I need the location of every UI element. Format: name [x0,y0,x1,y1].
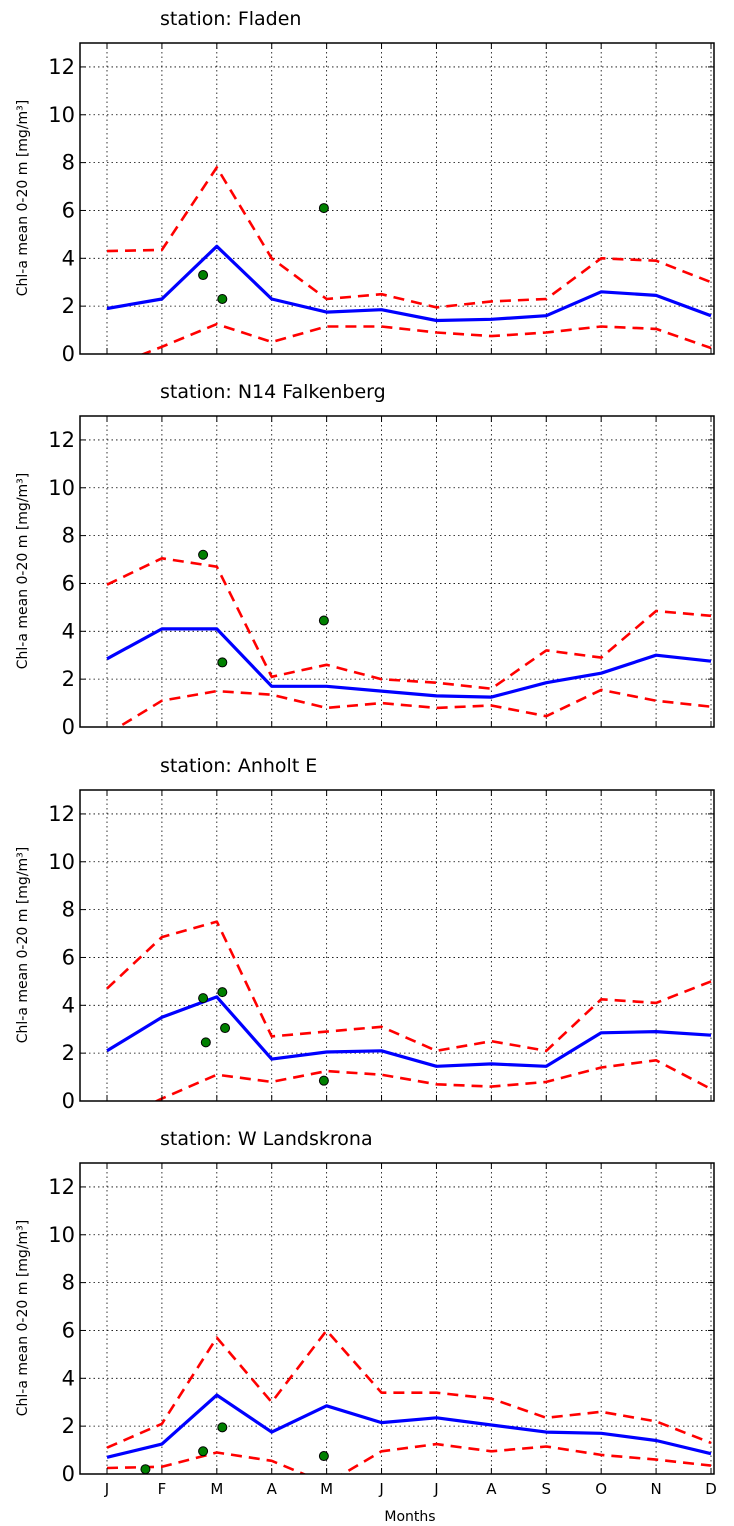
plot-data [106,166,712,354]
y-tick-label: 0 [62,342,75,366]
series-line-upper [106,920,712,1053]
y-tick-label: 12 [48,1175,75,1199]
y-tick-label: 4 [62,1366,75,1390]
y-tick-label: 6 [62,571,75,595]
x-tick-label: A [486,1480,497,1498]
y-axis-label: Chl-a mean 0-20 m [mg/m³] [15,473,31,670]
y-tick-label: 4 [62,993,75,1017]
y-axis-label: Chl-a mean 0-20 m [mg/m³] [15,100,31,297]
observation-point [200,1037,211,1048]
series-line-lower [153,1059,712,1101]
observation-point [198,270,209,281]
y-tick-label: 2 [62,1041,75,1065]
observation-point [198,1446,209,1457]
observation-point [198,549,209,560]
x-tick-label: D [705,1480,717,1498]
series-line-upper [106,166,712,309]
series-line-upper [106,1329,712,1449]
panel-title: station: Fladen [160,8,301,30]
observation-point [198,993,209,1004]
observation-point [318,203,329,214]
y-tick-label: 6 [62,945,75,969]
observation-point [217,1422,228,1433]
y-tick-label: 0 [62,715,75,739]
series-line-mean [106,244,712,323]
panel-3: station: W Landskrona Chl-a mean 0-20 m … [15,1128,717,1525]
y-tick-label: 6 [62,1318,75,1342]
panel-title: station: N14 Falkenberg [160,381,386,403]
grid-lines [80,43,714,355]
tick-marks: J F M A M J J A S O N D 0 2 4 6 8 10 12 [48,1163,717,1498]
plot-data [106,920,712,1101]
series-line-lower [116,688,712,727]
plot-frame [79,415,715,728]
panel-0: station: Fladen Chl-a mean 0-20 m [mg/m³… [15,8,715,366]
y-tick-label: 4 [62,619,75,643]
series-line-lower [106,1442,712,1474]
tick-marks: 0 2 4 6 8 10 12 [48,43,714,366]
tick-marks: 0 2 4 6 8 10 12 [48,790,714,1113]
series-line-mean [106,627,712,699]
x-tick-label: O [595,1480,607,1498]
grid-lines [80,1163,714,1475]
y-tick-label: 8 [62,1271,75,1295]
plot-frame [79,42,715,355]
x-tick-label: N [650,1480,661,1498]
y-tick-label: 12 [48,55,75,79]
tick-marks: 0 2 4 6 8 10 12 [48,416,714,739]
y-tick-label: 0 [62,1462,75,1486]
panel-title: station: W Landskrona [160,1128,373,1150]
x-axis-label: Months [384,1509,435,1525]
series-line-mean [106,995,712,1068]
observation-point [217,987,228,998]
y-tick-label: 8 [62,898,75,922]
plot-data [106,549,712,727]
x-tick-label: F [158,1480,167,1498]
y-tick-label: 8 [62,151,75,175]
x-tick-label: M [320,1480,333,1498]
y-tick-label: 2 [62,1414,75,1438]
x-tick-label: A [267,1480,278,1498]
y-tick-label: 2 [62,667,75,691]
plot-frame [79,789,715,1102]
y-tick-label: 10 [48,850,75,874]
y-tick-label: 10 [48,1223,75,1247]
x-tick-label: S [542,1480,552,1498]
y-tick-label: 0 [62,1089,75,1113]
series-line-lower [140,322,712,354]
observation-point [318,1075,329,1086]
x-tick-label: J [433,1480,438,1498]
observation-point [220,1023,231,1034]
x-tick-label: J [378,1480,383,1498]
observation-point [318,1451,329,1462]
y-tick-label: 10 [48,476,75,500]
plot-data [106,1329,712,1474]
y-tick-label: 12 [48,428,75,452]
panel-1: station: N14 Falkenberg Chl-a mean 0-20 … [15,381,715,739]
observation-point [217,293,228,304]
y-tick-label: 6 [62,198,75,222]
x-tick-label: J [104,1480,109,1498]
y-tick-label: 12 [48,802,75,826]
y-axis-label: Chl-a mean 0-20 m [mg/m³] [15,1220,31,1417]
y-axis-label: Chl-a mean 0-20 m [mg/m³] [15,847,31,1044]
series-line-mean [106,1393,712,1459]
x-tick-label: M [210,1480,223,1498]
panel-2: station: Anholt E Chl-a mean 0-20 m [mg/… [15,755,715,1113]
y-tick-label: 8 [62,524,75,548]
y-tick-label: 10 [48,103,75,127]
observation-point [318,615,329,626]
observation-point [140,1464,151,1474]
observation-point [217,657,228,668]
series-line-upper [106,556,712,691]
y-tick-label: 2 [62,294,75,318]
panel-title: station: Anholt E [160,755,317,777]
plot-frame [79,1162,715,1475]
y-tick-label: 4 [62,246,75,270]
